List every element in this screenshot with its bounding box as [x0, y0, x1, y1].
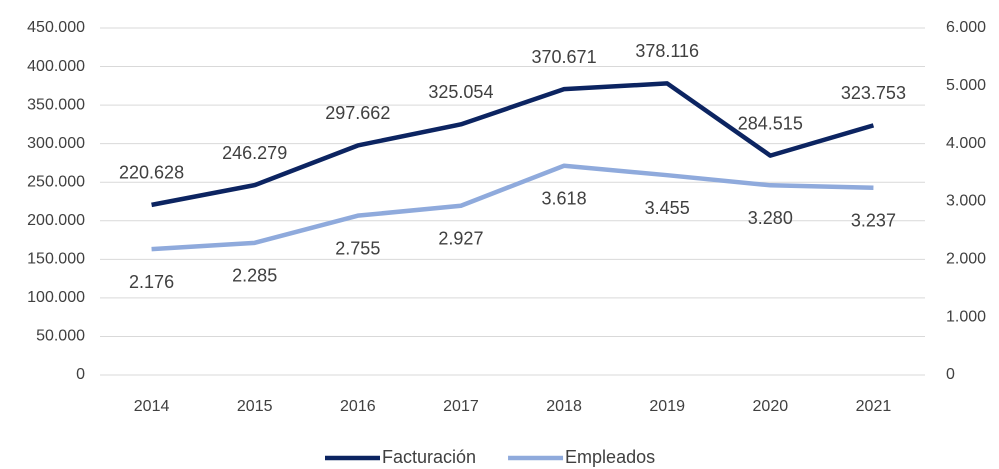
line-series — [151, 163, 874, 252]
data-label: 323.753 — [841, 83, 906, 103]
x-tick-label: 2014 — [134, 398, 170, 415]
legend-label: Facturación — [382, 447, 476, 467]
data-label: 3.455 — [645, 198, 690, 218]
y-tick-label: 150.000 — [27, 251, 85, 268]
y-tick-label: 50.000 — [36, 328, 85, 345]
data-label: 246.279 — [222, 143, 287, 163]
x-tick-label: 2021 — [856, 398, 892, 415]
y-tick-label: 350.000 — [27, 96, 85, 113]
y2-tick-label: 1.000 — [946, 308, 986, 325]
x-tick-label: 2019 — [649, 398, 685, 415]
y-tick-label: 300.000 — [27, 135, 85, 152]
data-label: 284.515 — [738, 113, 803, 133]
data-label: 220.628 — [119, 163, 184, 183]
data-label: 3.237 — [851, 211, 896, 231]
y-tick-label: 450.000 — [27, 19, 85, 36]
x-tick-label: 2015 — [237, 398, 273, 415]
line-series — [151, 81, 875, 208]
legend-label: Empleados — [565, 447, 655, 467]
data-label: 2.755 — [335, 238, 380, 258]
data-label: 3.280 — [748, 208, 793, 228]
data-label: 325.054 — [428, 82, 493, 102]
y-tick-label: 400.000 — [27, 58, 85, 75]
x-tick-label: 2017 — [443, 398, 479, 415]
data-label: 3.618 — [542, 189, 587, 209]
data-label: 2.927 — [438, 228, 483, 248]
y-tick-label: 0 — [76, 366, 85, 383]
x-tick-label: 2016 — [340, 398, 376, 415]
data-label: 297.662 — [325, 103, 390, 123]
data-label: 370.671 — [532, 47, 597, 67]
y2-tick-label: 0 — [946, 366, 955, 383]
x-tick-label: 2020 — [753, 398, 789, 415]
data-label: 2.285 — [232, 266, 277, 286]
y2-tick-label: 6.000 — [946, 19, 986, 36]
y-tick-label: 250.000 — [27, 173, 85, 190]
y2-tick-label: 2.000 — [946, 251, 986, 268]
y-tick-label: 200.000 — [27, 212, 85, 229]
y2-tick-label: 4.000 — [946, 135, 986, 152]
y2-tick-label: 5.000 — [946, 77, 986, 94]
y2-tick-label: 3.000 — [946, 193, 986, 210]
y-tick-label: 100.000 — [27, 289, 85, 306]
data-label: 378.116 — [635, 41, 699, 61]
x-tick-label: 2018 — [546, 398, 582, 415]
data-label: 2.176 — [129, 272, 174, 292]
